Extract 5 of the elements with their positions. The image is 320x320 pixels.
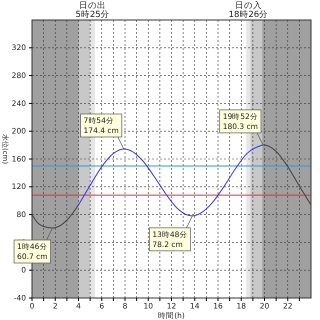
band-label: 日の入 18時26分: [228, 0, 268, 20]
line-series: [78, 144, 263, 216]
line-series: [32, 204, 79, 229]
band-label: 日の出 5時25分: [75, 0, 110, 20]
line-series: [262, 144, 312, 206]
